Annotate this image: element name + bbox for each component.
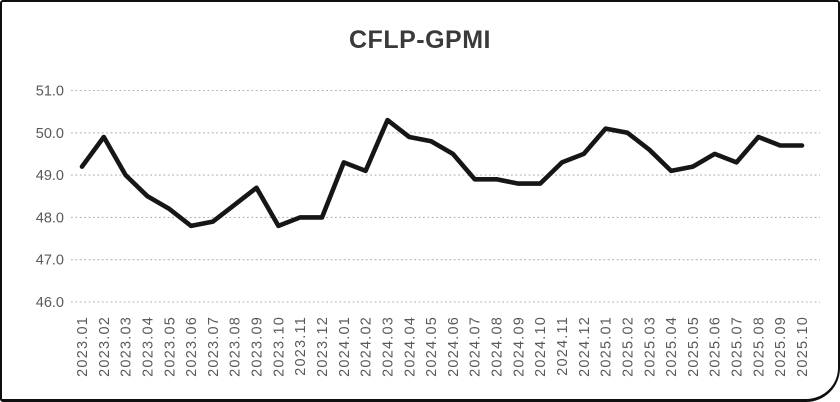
x-tick-label: 2024.09 <box>511 316 527 377</box>
chart-title: CFLP-GPMI <box>349 26 491 54</box>
x-tick-label: 2024.07 <box>468 316 484 377</box>
y-tick-label: 47.0 <box>36 253 64 269</box>
x-tick-label: 2024.01 <box>337 316 353 377</box>
x-tick-label: 2023.09 <box>250 316 266 377</box>
y-tick-label: 50.0 <box>36 126 64 142</box>
y-tick-label: 49.0 <box>36 168 64 184</box>
x-tick-label: 2023.07 <box>206 316 222 377</box>
x-tick-labels: 2023.01 2023.02 2023.03 2023.04 2023.05 2023.… <box>75 316 811 377</box>
x-tick-label: 2025.07 <box>730 316 746 377</box>
x-tick-label: 2024.10 <box>533 316 549 377</box>
x-tick-label: 2025.02 <box>620 316 636 377</box>
y-tick-labels: 51.0 50.0 49.0 48.0 47.0 46.0 <box>36 84 64 312</box>
data-line-cflp-gpmi <box>79 117 805 229</box>
x-tick-label: 2023.11 <box>293 316 309 376</box>
x-tick-label: 2025.06 <box>708 316 724 377</box>
x-tick-label: 2024.06 <box>446 316 462 377</box>
x-tick-label: 2024.02 <box>359 316 375 377</box>
x-tick-label: 2025.10 <box>795 316 811 377</box>
x-tick-label: 2025.03 <box>642 316 658 377</box>
x-tick-label: 2023.08 <box>228 316 244 377</box>
x-tick-label: 2023.02 <box>97 316 113 377</box>
x-tick-label: 2025.09 <box>773 316 789 377</box>
x-tick-label: 2023.01 <box>75 316 91 377</box>
x-tick-label: 2024.12 <box>577 316 593 377</box>
y-gridlines <box>71 89 820 303</box>
x-tick-label: 2023.03 <box>119 316 135 377</box>
x-tick-label: 2024.04 <box>402 316 418 377</box>
y-tick-label: 46.0 <box>36 295 64 311</box>
x-tick-label: 2023.06 <box>184 316 200 377</box>
x-tick-label: 2025.08 <box>751 316 767 377</box>
y-tick-label: 48.0 <box>36 210 64 226</box>
y-tick-label: 51.0 <box>36 84 64 100</box>
x-tick-label: 2024.11 <box>555 316 571 376</box>
x-tick-label: 2024.08 <box>490 316 506 377</box>
x-tick-label: 2024.05 <box>424 316 440 377</box>
x-tick-label: 2023.05 <box>162 316 178 377</box>
x-tick-label: 2025.04 <box>664 316 680 377</box>
x-tick-label: 2025.01 <box>599 316 615 377</box>
x-tick-label: 2025.05 <box>686 316 702 377</box>
x-tick-label: 2023.10 <box>271 316 287 377</box>
x-tick-label: 2024.03 <box>380 316 396 377</box>
x-tick-label: 2023.04 <box>140 316 156 377</box>
x-tick-label: 2023.12 <box>315 316 331 377</box>
